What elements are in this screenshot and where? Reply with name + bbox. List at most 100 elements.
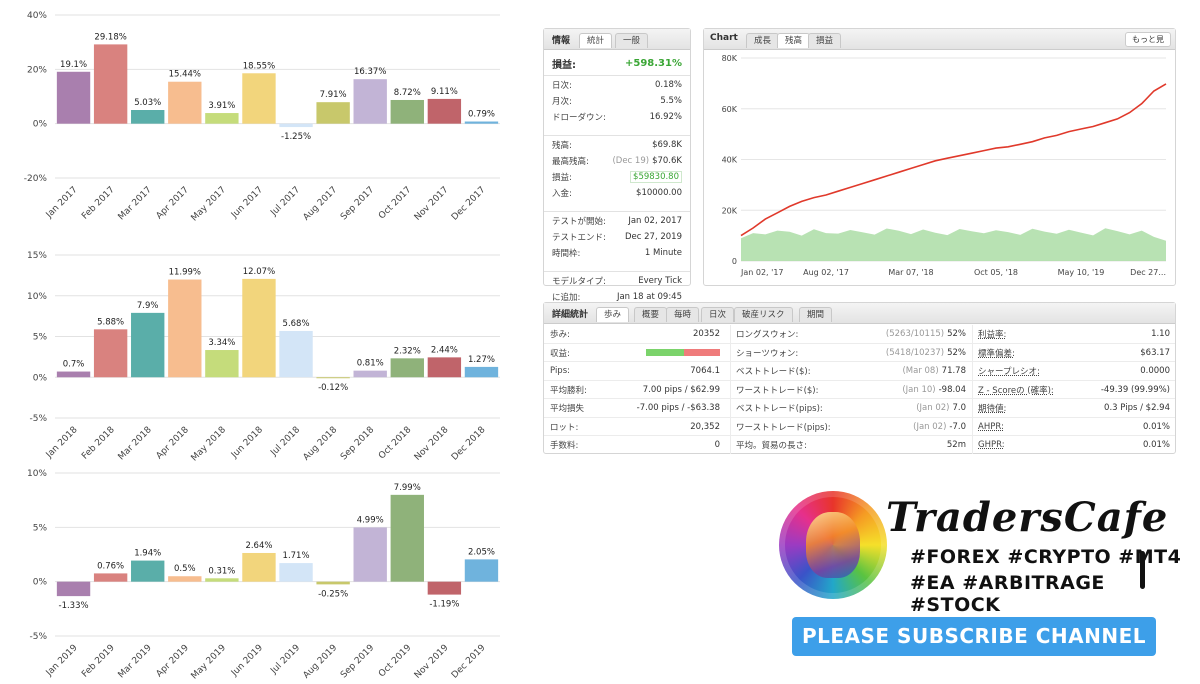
bar <box>279 330 313 378</box>
value: 20,352 <box>690 421 720 432</box>
x-tick-label: Dec 2017 <box>450 185 488 223</box>
y-tick-label: 40K <box>722 156 738 165</box>
stat-row: テストが開始: Jan 02, 2017 <box>552 215 682 227</box>
label: 入金: <box>552 189 572 199</box>
stat-row: ドローダウン: 16.92% <box>552 111 682 123</box>
col-divider <box>972 343 973 362</box>
value: 20352 <box>692 329 720 339</box>
more-button[interactable]: もっと見 <box>1125 32 1171 47</box>
tab[interactable]: 概要 <box>634 307 668 322</box>
value-label: -0.12% <box>318 383 348 393</box>
value-label: 9.11% <box>431 87 458 97</box>
cactus <box>1140 551 1145 589</box>
y-tick-label: -5% <box>29 632 47 642</box>
stat-row: に追加: Jan 18 at 09:45 <box>552 291 682 303</box>
bar <box>353 527 387 582</box>
divider <box>544 416 1175 418</box>
value-label: -1.19% <box>429 600 459 610</box>
tab[interactable]: 一般 <box>615 33 649 48</box>
x-tick-label: Jan 2017 <box>44 185 80 221</box>
label: ベストトレード(pips): <box>736 404 823 414</box>
tab[interactable]: 統計 <box>579 33 613 48</box>
value-label: 1.71% <box>283 551 310 561</box>
x-tick-label: Feb 2019 <box>80 643 117 680</box>
value: 0.01% <box>1142 440 1170 450</box>
tab[interactable]: 破産リスク <box>734 307 793 322</box>
y-tick-label: 20K <box>722 206 738 215</box>
bar <box>353 370 387 378</box>
value: 7.00 pips / $62.99 <box>642 384 720 395</box>
win-part <box>646 349 685 356</box>
tab[interactable]: 損益 <box>808 33 842 48</box>
value-label: 19.1% <box>60 60 87 70</box>
tab[interactable]: 日次 <box>701 307 735 322</box>
note: (Mar 08) <box>902 366 939 376</box>
value: $69.8K <box>652 140 682 150</box>
x-tick-label: Feb 2018 <box>80 425 117 462</box>
bar <box>464 366 499 378</box>
value: 0.01% <box>1142 421 1170 432</box>
bar <box>427 357 462 378</box>
x-tick-label: Apr 2017 <box>155 185 191 221</box>
value: 16.92% <box>649 112 682 122</box>
value-label: 3.34% <box>208 338 235 348</box>
detail-row: ロット: 20,352 <box>550 421 720 433</box>
value: 7064.1 <box>690 366 720 376</box>
value-label: 7.91% <box>320 90 347 100</box>
x-tick-label: Jan 2018 <box>44 425 80 461</box>
value: -98.04 <box>938 384 966 395</box>
value-label: 3.91% <box>208 101 235 111</box>
value-label: 8.72% <box>394 88 421 98</box>
label: 収益: <box>550 348 570 359</box>
detail-row: Pips: 7064.1 <box>550 365 720 377</box>
tab[interactable]: 成長 <box>746 33 780 48</box>
divider <box>544 211 690 212</box>
x-tick-label: Aug 2017 <box>302 185 340 223</box>
value: 5.5% <box>660 96 682 106</box>
tab[interactable]: 期間 <box>799 307 833 322</box>
value-label: 0.7% <box>63 360 85 370</box>
tab[interactable]: 残高 <box>777 33 811 48</box>
x-tick-label: Dec 27... <box>1130 268 1166 277</box>
detail-row: シャープレシオ: 0.0000 <box>978 365 1170 377</box>
x-tick-label: Sep 2017 <box>339 185 376 222</box>
value-label: 1.94% <box>134 549 161 559</box>
value-label: 2.32% <box>394 346 421 356</box>
bar <box>205 578 239 582</box>
panel-title: 情報 <box>552 36 571 46</box>
y-tick-label: 60K <box>722 105 738 114</box>
tab[interactable]: 毎時 <box>666 307 700 322</box>
col-divider <box>730 325 731 343</box>
detail-row: ベストトレード(pips): (Jan 02) 7.0 <box>736 402 966 414</box>
note: (Jan 02) <box>913 421 947 432</box>
value: 0.0000 <box>1140 366 1170 376</box>
col-divider <box>972 380 973 399</box>
bar <box>131 110 165 124</box>
value-label: -0.25% <box>318 589 348 599</box>
col-divider <box>972 399 973 417</box>
y-tick-label: 0% <box>33 578 48 588</box>
subscribe-button[interactable]: PLEASE SUBSCRIBE CHANNEL <box>792 617 1156 656</box>
value-label: 12.07% <box>243 267 275 277</box>
value-label: 16.37% <box>354 67 386 77</box>
panel-header: 詳細統計 歩み 概要 毎時 日次 破産リスク 期間 <box>544 303 1175 324</box>
col-divider <box>730 417 731 436</box>
bar <box>353 79 387 124</box>
value-label: 1.27% <box>468 355 495 365</box>
brand-name: TradersCafe <box>886 494 1169 541</box>
divider <box>544 435 1175 436</box>
bar <box>390 358 424 378</box>
value: -7.0 <box>949 421 966 432</box>
panel-header: Chart 成長 残高 損益 もっと見 <box>704 29 1175 50</box>
value: $10000.00 <box>636 188 682 198</box>
detail-row: 平均損失 -7.00 pips / -$63.38 <box>550 402 720 414</box>
bar <box>316 581 350 585</box>
y-tick-label: 15% <box>27 251 47 261</box>
tab[interactable]: 歩み <box>596 307 630 322</box>
detail-row: GHPR: 0.01% <box>978 439 1170 451</box>
stat-row: 時間枠: 1 Minute <box>552 247 682 259</box>
bar <box>56 581 91 597</box>
bar <box>316 102 350 124</box>
y-tick-label: 0% <box>33 120 48 130</box>
detail-row: 手数料: 0 <box>550 439 720 451</box>
